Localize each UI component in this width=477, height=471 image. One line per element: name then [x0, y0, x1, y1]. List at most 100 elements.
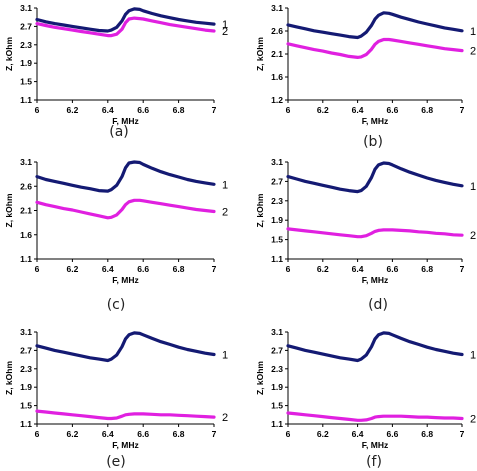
series-label-1: 1 — [222, 19, 228, 31]
x-axis-title: F, MHz — [362, 440, 388, 450]
series-line-2 — [286, 227, 464, 239]
series-line-1 — [286, 11, 464, 40]
y-axis-title: Z, kOhm — [255, 361, 265, 395]
panel-label: (a) — [109, 124, 129, 140]
x-tick-label: 6.8 — [173, 105, 185, 115]
y-tick-label: 1.6 — [271, 72, 283, 82]
y-tick-label: 2.3 — [271, 364, 283, 374]
x-axis-title: F, MHz — [112, 116, 138, 126]
x-tick-label: 7 — [460, 264, 465, 274]
y-tick-label: 1.9 — [20, 58, 32, 68]
x-axis-title: F, MHz — [362, 116, 388, 126]
series-label-2: 2 — [470, 413, 476, 425]
panel-label: (e) — [106, 454, 126, 470]
chart-panel: 1.1 1.5 1.9 2.3 2.7 3.1 6 6.2 6.4 6.6 6.8 7 F, MHz Z,… — [255, 157, 476, 313]
y-tick-label: 2.3 — [271, 196, 283, 206]
series-label-2: 2 — [470, 230, 476, 242]
y-axis-title: Z, kOhm — [4, 37, 14, 71]
y-tick-label: 3.1 — [271, 157, 283, 167]
series-label-2: 2 — [222, 206, 228, 218]
y-tick-label: 1.9 — [271, 382, 283, 392]
y-tick-label: 3.1 — [20, 327, 32, 337]
x-tick-label: 6.6 — [137, 264, 149, 274]
y-tick-label: 1.1 — [20, 95, 32, 105]
series-line-1 — [286, 161, 464, 194]
y-tick-label: 2.1 — [271, 49, 283, 59]
y-axis-title: Z, kOhm — [255, 193, 265, 227]
x-tick-label: 6 — [35, 105, 40, 115]
series-label-2: 2 — [222, 26, 228, 38]
y-tick-label: 1.1 — [20, 419, 32, 429]
y-tick-label: 1.2 — [271, 95, 283, 105]
series-line-1 — [35, 331, 216, 363]
chart-panel: 1.1 1.5 1.9 2.3 2.7 3.1 6 6.2 6.4 6.6 6.8 7 F, MHz Z,… — [4, 3, 228, 140]
series-line-1 — [286, 331, 464, 363]
x-tick-label: 6.8 — [421, 105, 433, 115]
y-tick-label: 2.7 — [20, 345, 32, 355]
series-line-1 — [35, 7, 216, 33]
y-tick-label: 1.9 — [20, 382, 32, 392]
x-tick-label: 6.4 — [102, 429, 114, 439]
panel-label: (c) — [107, 297, 126, 313]
x-tick-label: 6.2 — [66, 105, 78, 115]
x-axis-title: F, MHz — [362, 275, 388, 285]
y-tick-label: 1.1 — [271, 419, 283, 429]
y-tick-label: 3.1 — [20, 157, 32, 167]
x-tick-label: 6.6 — [137, 105, 149, 115]
x-tick-label: 7 — [460, 105, 465, 115]
series-line-2 — [286, 411, 464, 422]
x-tick-label: 6.6 — [386, 264, 398, 274]
x-tick-label: 6 — [35, 429, 40, 439]
y-tick-label: 1.5 — [271, 401, 283, 411]
x-tick-label: 6.8 — [421, 429, 433, 439]
chart-panel: 1.1 1.6 2.1 2.6 3.1 6 6.2 6.4 6.6 6.8 7 F, MHz Z, kO… — [4, 157, 228, 313]
x-tick-label: 6.4 — [352, 264, 364, 274]
series-label-1: 1 — [470, 350, 476, 362]
series-label-1: 1 — [470, 181, 476, 193]
x-tick-label: 6.6 — [386, 429, 398, 439]
chart-panel: 1.1 1.5 1.9 2.3 2.7 3.1 6 6.2 6.4 6.6 6.8 7 F, MHz Z,… — [4, 327, 228, 470]
series-label-1: 1 — [470, 26, 476, 38]
x-tick-label: 7 — [460, 429, 465, 439]
x-tick-label: 6.2 — [66, 429, 78, 439]
x-tick-label: 6.8 — [173, 429, 185, 439]
series-line-1 — [35, 160, 216, 193]
x-tick-label: 7 — [212, 429, 217, 439]
x-tick-label: 6.6 — [137, 429, 149, 439]
y-tick-label: 2.6 — [271, 26, 283, 36]
panel-label: (f) — [366, 454, 382, 470]
x-tick-label: 6 — [286, 429, 291, 439]
y-tick-label: 1.1 — [271, 254, 283, 264]
chart-panel: 1.1 1.5 1.9 2.3 2.7 3.1 6 6.2 6.4 6.6 6.8 7 F, MHz Z,… — [255, 327, 476, 470]
x-tick-label: 6 — [35, 264, 40, 274]
x-axis-title: F, MHz — [112, 440, 138, 450]
x-tick-label: 7 — [212, 105, 217, 115]
y-tick-label: 2.7 — [271, 345, 283, 355]
y-axis-title: Z, kOhm — [4, 361, 14, 395]
y-tick-label: 2.6 — [20, 181, 32, 191]
y-tick-label: 1.5 — [20, 77, 32, 87]
x-tick-label: 6.4 — [102, 264, 114, 274]
x-tick-label: 6.8 — [421, 264, 433, 274]
series-label-2: 2 — [222, 412, 228, 424]
series-line-2 — [35, 409, 216, 421]
x-axis-title: F, MHz — [112, 275, 138, 285]
x-tick-label: 6.4 — [352, 429, 364, 439]
series-label-1: 1 — [222, 179, 228, 191]
y-tick-label: 1.5 — [20, 401, 32, 411]
series-line-2 — [35, 16, 216, 38]
x-tick-label: 6 — [286, 105, 291, 115]
y-axis-title: Z, kOhm — [255, 37, 265, 71]
y-tick-label: 2.7 — [271, 176, 283, 186]
panel-label: (b) — [363, 134, 383, 150]
x-tick-label: 6.2 — [66, 264, 78, 274]
y-tick-label: 3.1 — [271, 3, 283, 13]
chart-panel: 1.2 1.6 2.1 2.6 3.1 6 6.2 6.4 6.6 6.8 7 F, MHz Z, kO… — [255, 3, 476, 150]
y-tick-label: 2.3 — [20, 364, 32, 374]
x-tick-label: 6 — [286, 264, 291, 274]
x-tick-label: 6.2 — [317, 264, 329, 274]
series-label-1: 1 — [222, 350, 228, 362]
y-tick-label: 1.5 — [271, 235, 283, 245]
y-tick-label: 2.3 — [20, 40, 32, 50]
